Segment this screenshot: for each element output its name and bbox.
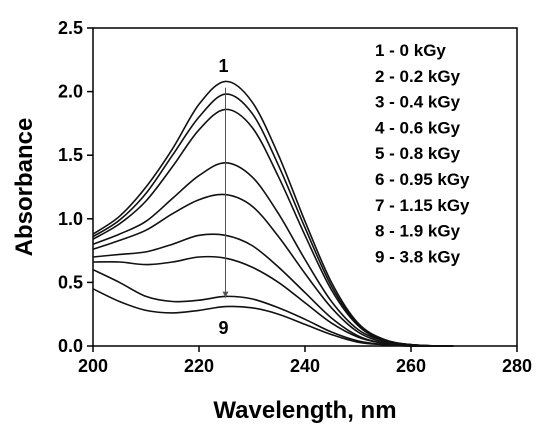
x-tick-label: 240 — [290, 356, 320, 376]
y-tick-label: 2.5 — [58, 18, 83, 38]
ticks-group: 200 220 240 260 280 0.0 0.5 1.0 1.5 2.0 2.5 — [58, 18, 532, 376]
y-tick-label: 1.5 — [58, 145, 83, 165]
x-tick-label: 200 — [78, 356, 108, 376]
legend-entry-7: 7 - 1.15 kGy — [375, 196, 470, 215]
legend-entry-1: 1 - 0 kGy — [375, 41, 446, 60]
x-tick-label: 280 — [502, 356, 532, 376]
series-line-8 — [92, 268, 454, 347]
curve-annotations: 19 — [218, 56, 228, 338]
legend-entry-2: 2 - 0.2 kGy — [375, 67, 461, 86]
y-axis-title: Absorbance — [11, 118, 38, 257]
x-tick-label: 260 — [396, 356, 426, 376]
series-line-5 — [92, 193, 454, 347]
y-tick-label: 0.0 — [58, 336, 83, 356]
series-line-7 — [92, 255, 454, 347]
series-line-9 — [92, 288, 454, 347]
y-tick-label: 1.0 — [58, 209, 83, 229]
legend-entry-6: 6 - 0.95 kGy — [375, 170, 470, 189]
x-tick-label: 220 — [184, 356, 214, 376]
legend-entry-9: 9 - 3.8 kGy — [375, 247, 461, 266]
legend-entry-8: 8 - 1.9 kGy — [375, 222, 461, 241]
curve-label-9: 9 — [218, 318, 228, 338]
legend-entry-4: 4 - 0.6 kGy — [375, 118, 461, 137]
arrow-head — [222, 291, 229, 298]
legend: 1 - 0 kGy 2 - 0.2 kGy 3 - 0.4 kGy 4 - 0.6 k… — [375, 41, 470, 266]
y-tick-label: 0.5 — [58, 272, 83, 292]
y-tick-label: 2.0 — [58, 82, 83, 102]
legend-entry-3: 3 - 0.4 kGy — [375, 93, 461, 112]
curves-group — [92, 80, 454, 347]
legend-entry-5: 5 - 0.8 kGy — [375, 144, 461, 163]
x-axis-title: Wavelength, nm — [213, 397, 396, 424]
decrease-arrow — [222, 87, 229, 298]
curve-label-1: 1 — [218, 56, 228, 76]
